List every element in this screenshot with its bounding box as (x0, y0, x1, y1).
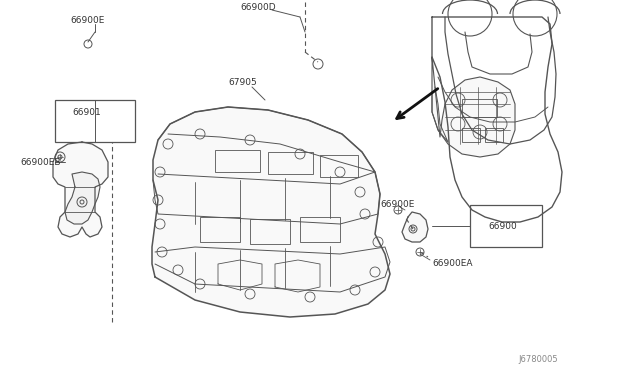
Text: 66900D: 66900D (240, 3, 276, 12)
Text: 66900: 66900 (488, 221, 516, 231)
Bar (462, 99, 497, 117)
Polygon shape (402, 212, 428, 242)
Bar (470, 205, 542, 247)
Bar (250, 219, 290, 244)
Text: 66900EA: 66900EA (432, 260, 472, 269)
Bar (268, 152, 313, 174)
Polygon shape (65, 172, 100, 224)
Polygon shape (432, 57, 515, 157)
Text: 66900E: 66900E (70, 16, 104, 25)
Bar (55, 100, 135, 142)
Text: 66900EB: 66900EB (20, 157, 61, 167)
Bar (200, 217, 240, 242)
Bar (215, 150, 260, 172)
Text: 67905: 67905 (228, 77, 257, 87)
Bar (300, 217, 340, 242)
Text: J6780005: J6780005 (518, 356, 558, 365)
Bar (320, 155, 358, 177)
Polygon shape (53, 142, 108, 237)
Text: 66901: 66901 (72, 108, 100, 116)
Polygon shape (152, 107, 390, 317)
Bar (485, 128, 503, 142)
Text: 66900E: 66900E (380, 199, 414, 208)
Bar (462, 128, 480, 142)
